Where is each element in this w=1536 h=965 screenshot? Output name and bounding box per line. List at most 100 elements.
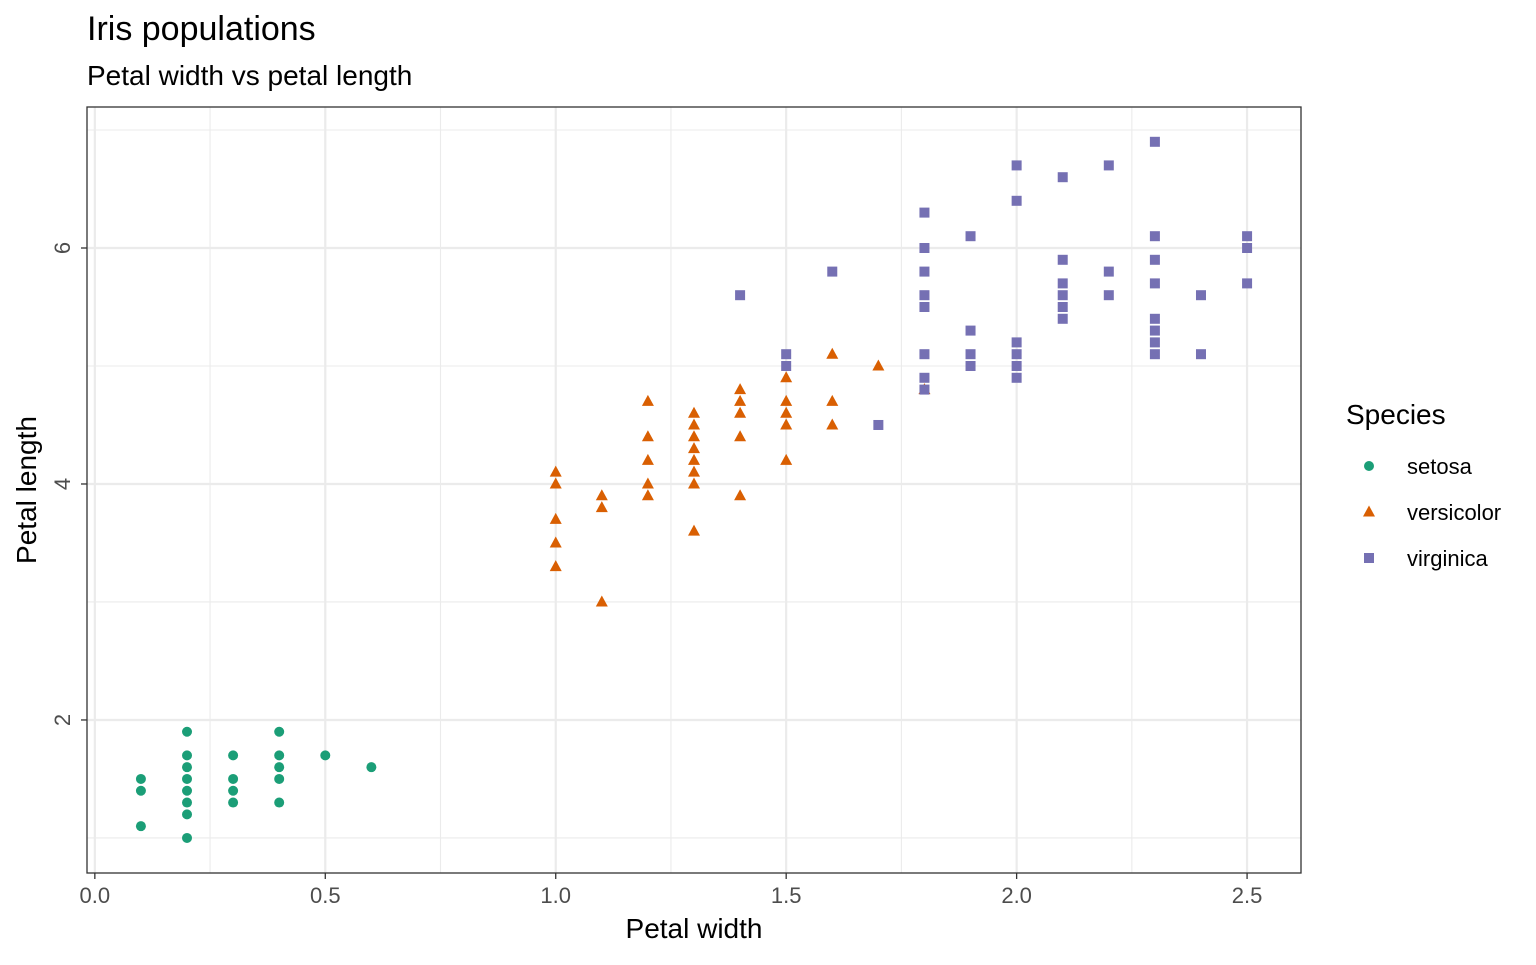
setosa-point — [182, 773, 193, 784]
versicolor-point — [688, 524, 700, 536]
x-tick-label: 0.5 — [310, 883, 341, 908]
virginica-point — [919, 384, 930, 395]
versicolor-point — [688, 465, 700, 477]
virginica-point — [1011, 337, 1022, 348]
versicolor-point — [595, 501, 608, 513]
setosa-point — [366, 762, 377, 773]
versicolor-point — [549, 560, 562, 572]
versicolor-point — [826, 418, 839, 430]
setosa-point — [182, 762, 193, 773]
versicolor-point — [780, 406, 793, 418]
virginica-point — [1011, 160, 1022, 171]
setosa-point — [182, 750, 193, 761]
virginica-point — [827, 266, 838, 277]
versicolor-point — [780, 394, 793, 406]
versicolor-point — [780, 371, 793, 383]
axis-ticks: 0.0 0.5 1.0 1.5 2.0 2.5 2 4 6 — [50, 242, 1262, 908]
virginica-point — [965, 360, 976, 371]
virginica-point — [1103, 290, 1114, 301]
setosa-point — [274, 750, 285, 761]
virginica-point — [965, 325, 976, 336]
virginica-point — [1242, 242, 1253, 253]
setosa-point — [228, 797, 239, 808]
legend-key-versicolor — [1363, 505, 1375, 517]
versicolor-point — [641, 477, 654, 489]
chart-subtitle: Petal width vs petal length — [87, 60, 412, 91]
virginica-point — [1149, 254, 1160, 265]
virginica-point — [1103, 160, 1114, 171]
y-tick-label: 2 — [50, 714, 75, 726]
virginica-point — [1149, 136, 1160, 147]
virginica-point — [873, 419, 884, 430]
virginica-point — [1149, 278, 1160, 289]
x-tick-label: 1.5 — [771, 883, 802, 908]
versicolor-point — [826, 394, 839, 406]
versicolor-point — [549, 465, 562, 477]
legend: Species setosa versicolor virginica — [1346, 399, 1501, 571]
versicolor-point — [780, 418, 793, 430]
virginica-point — [1057, 278, 1068, 289]
virginica-point — [1103, 266, 1114, 277]
setosa-point — [182, 726, 193, 737]
legend-key-setosa — [1364, 461, 1374, 471]
versicolor-point — [734, 406, 747, 418]
versicolor-point — [734, 430, 747, 442]
setosa-point — [182, 785, 193, 796]
chart-title: Iris populations — [87, 10, 316, 48]
virginica-point — [1149, 231, 1160, 242]
legend-title: Species — [1346, 399, 1446, 430]
legend-label-versicolor: versicolor — [1407, 500, 1501, 525]
panel-background — [87, 107, 1301, 873]
panel-border — [86, 106, 1302, 874]
virginica-point — [919, 207, 930, 218]
virginica-point — [1057, 172, 1068, 183]
virginica-point — [1195, 290, 1206, 301]
versicolor-point — [734, 394, 747, 406]
setosa-point — [135, 773, 146, 784]
versicolor-point — [688, 418, 700, 430]
versicolor-point — [641, 489, 654, 501]
virginica-point — [735, 290, 746, 301]
y-axis-title: Petal length — [11, 416, 42, 564]
virginica-point — [1149, 325, 1160, 336]
y-tick-label: 4 — [50, 478, 75, 490]
y-tick-label: 6 — [50, 242, 75, 254]
virginica-point — [919, 372, 930, 383]
versicolor-point — [641, 453, 654, 465]
versicolor-point — [595, 595, 608, 607]
setosa-point — [228, 785, 239, 796]
versicolor-point — [549, 512, 562, 524]
virginica-point — [1011, 360, 1022, 371]
x-tick-label: 2.5 — [1232, 883, 1263, 908]
versicolor-point — [688, 453, 700, 465]
virginica-point — [1057, 254, 1068, 265]
x-tick-label: 2.0 — [1001, 883, 1032, 908]
virginica-point — [919, 349, 930, 360]
x-tick-label: 0.0 — [80, 883, 111, 908]
virginica-point — [781, 349, 792, 360]
versicolor-point — [549, 477, 562, 489]
setosa-point — [274, 726, 285, 737]
virginica-point — [1057, 313, 1068, 324]
versicolor-point — [734, 383, 747, 395]
setosa-point — [135, 821, 146, 832]
virginica-point — [919, 266, 930, 277]
virginica-point — [965, 349, 976, 360]
grid — [87, 107, 1301, 873]
setosa-point — [182, 797, 193, 808]
versicolor-point — [688, 442, 700, 454]
virginica-point — [1057, 290, 1068, 301]
versicolor-point — [688, 477, 700, 489]
virginica-point — [919, 301, 930, 312]
setosa-point — [274, 773, 285, 784]
setosa-point — [228, 750, 239, 761]
virginica-point — [1149, 349, 1160, 360]
x-axis-title: Petal width — [626, 913, 763, 944]
versicolor-point — [826, 347, 839, 359]
setosa-point — [182, 809, 193, 820]
data-points — [135, 136, 1253, 843]
versicolor-point — [641, 430, 654, 442]
legend-label-setosa: setosa — [1407, 454, 1473, 479]
virginica-point — [1195, 349, 1206, 360]
